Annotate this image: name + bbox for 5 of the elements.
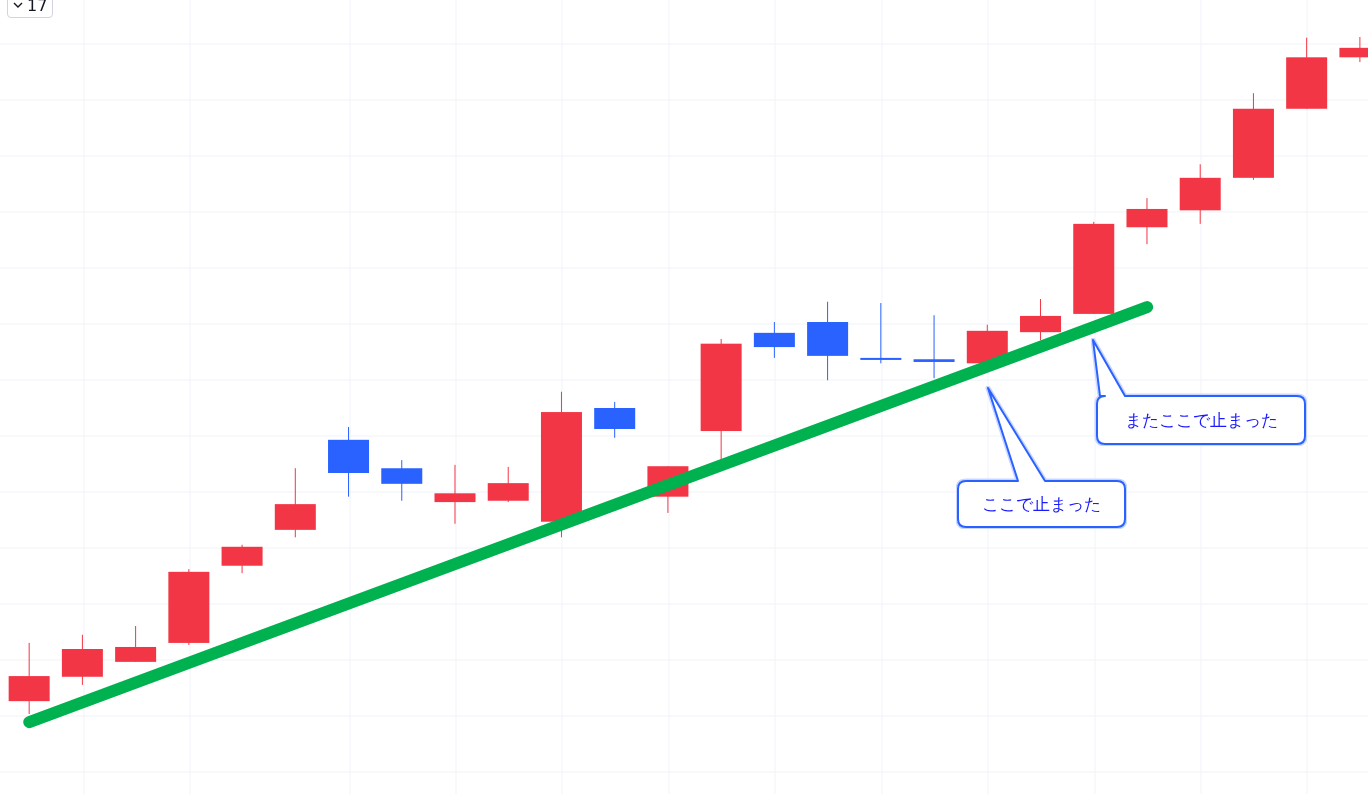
candlestick [434, 464, 476, 525]
candlestick [913, 314, 955, 379]
annotation: ここで止まった [982, 492, 1101, 516]
candlestick [860, 302, 902, 364]
annotation: またここで止まった [1124, 408, 1278, 432]
